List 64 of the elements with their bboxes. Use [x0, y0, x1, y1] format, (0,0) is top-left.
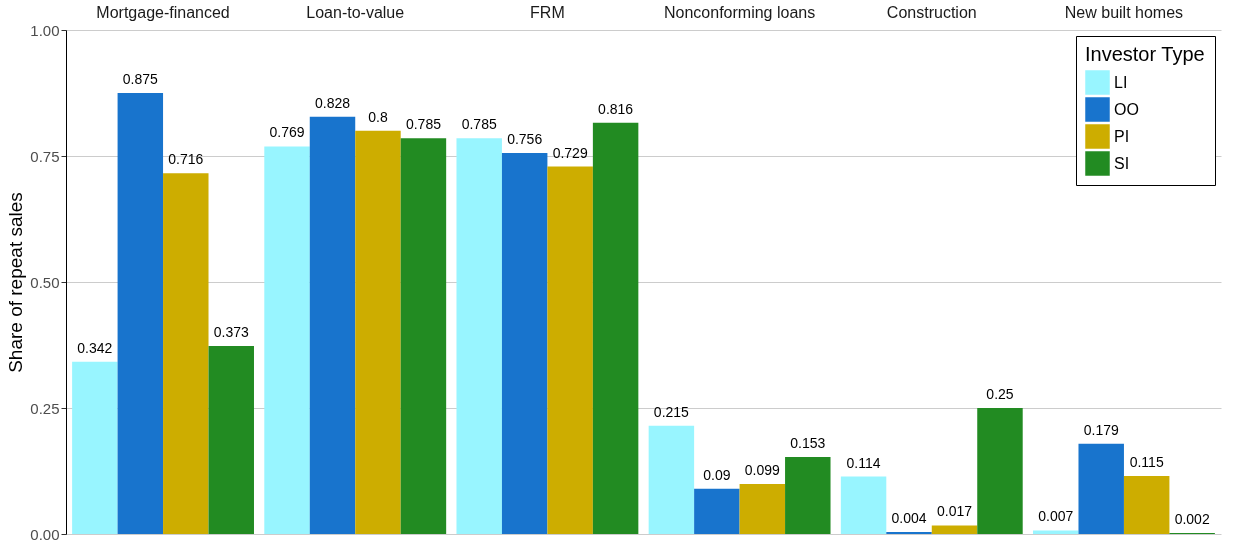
data-label: 0.756: [507, 130, 543, 147]
bar: [456, 138, 502, 534]
data-label: 0.828: [314, 94, 351, 111]
y-tick-label: 0.00: [30, 525, 60, 543]
data-label: 0.153: [790, 434, 826, 451]
bar: [977, 408, 1023, 534]
bar: [739, 484, 786, 534]
x-tick-label: Construction: [886, 3, 977, 21]
data-label: 0.785: [461, 116, 497, 133]
data-label: 0.007: [1038, 508, 1074, 525]
x-tick-label: Mortgage-financed: [96, 3, 230, 21]
bar: [501, 152, 548, 534]
bar: [117, 93, 164, 534]
bar: [72, 361, 118, 534]
x-tick-label: Loan-to-value: [306, 3, 405, 21]
data-label: 0.785: [405, 116, 442, 133]
bar: [309, 116, 356, 534]
bar: [648, 425, 695, 534]
legend-label: OO: [1114, 100, 1139, 118]
y-axis-title: Share of repeat sales: [5, 192, 27, 373]
data-label: 0.25: [986, 386, 1014, 402]
data-label: 0.099: [744, 462, 781, 479]
bar: [1033, 530, 1079, 534]
data-label: 0.114: [846, 454, 881, 471]
legend-label: PI: [1114, 127, 1130, 145]
bar: [1123, 476, 1170, 534]
x-tick-label: Nonconforming loans: [663, 3, 816, 21]
legend-title: Investor Type: [1085, 43, 1205, 65]
data-label: 0.004: [891, 509, 927, 526]
data-label: 0.8: [368, 108, 388, 125]
y-tick-label: 0.75: [30, 147, 60, 165]
bar: [840, 476, 887, 534]
data-label: 0.816: [598, 100, 634, 117]
bar: [694, 488, 740, 534]
data-label: 0.373: [213, 324, 249, 341]
x-tick-label: New built homes: [1064, 3, 1184, 21]
data-label: 0.729: [552, 144, 588, 161]
bar: [355, 130, 401, 534]
bar: [1078, 443, 1124, 534]
data-label: 0.179: [1083, 421, 1119, 438]
data-label: 0.769: [269, 124, 305, 141]
data-label: 0.115: [1129, 454, 1164, 471]
bar: [547, 166, 593, 534]
bar: [886, 531, 932, 534]
data-label: 0.342: [77, 339, 113, 356]
y-tick-label: 1.00: [30, 21, 60, 39]
bar: [400, 138, 447, 534]
data-label: 0.716: [168, 151, 204, 168]
bar: [163, 173, 209, 534]
data-label: 0.215: [653, 403, 690, 420]
data-label: 0.875: [122, 71, 159, 87]
bar: [208, 346, 254, 534]
legend-label: LI: [1114, 73, 1128, 91]
x-tick-label: FRM: [530, 3, 565, 21]
bar: [592, 122, 639, 534]
bar: [264, 146, 310, 534]
y-tick-label: 0.50: [30, 273, 60, 291]
data-label: 0.002: [1174, 510, 1210, 527]
legend-label: SI: [1114, 154, 1130, 172]
data-label: 0.09: [703, 466, 731, 483]
data-label: 0.017: [936, 503, 973, 520]
bar: [931, 525, 978, 534]
bar: [785, 456, 831, 534]
y-tick-label: 0.25: [30, 399, 60, 417]
